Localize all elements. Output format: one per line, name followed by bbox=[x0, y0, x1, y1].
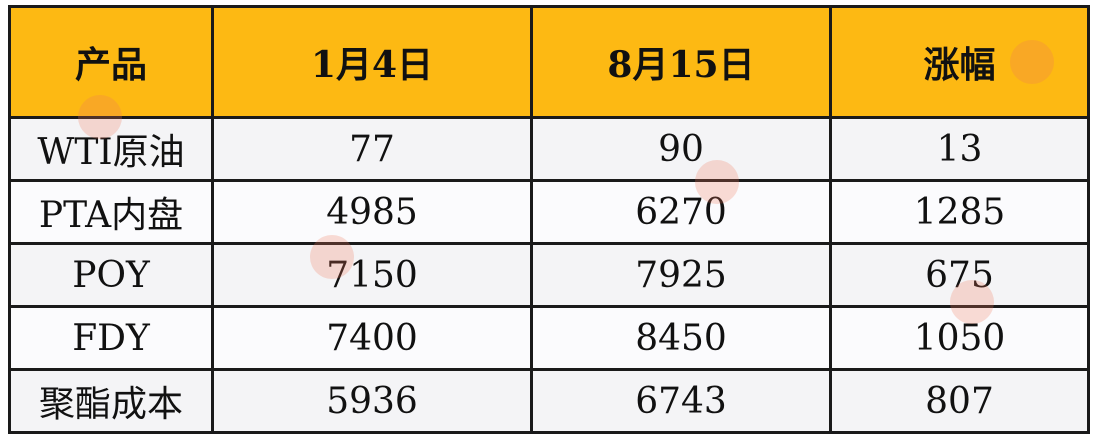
cell-aug15: 6270 bbox=[530, 179, 832, 245]
table-row: 聚酯成本 5936 6743 807 bbox=[8, 368, 1090, 434]
cell-product: FDY bbox=[8, 305, 214, 371]
table-row: PTA内盘 4985 6270 1285 bbox=[8, 179, 1090, 245]
cell-product: POY bbox=[8, 242, 214, 308]
cell-jan4: 77 bbox=[211, 116, 533, 182]
cell-change: 675 bbox=[829, 242, 1090, 308]
cell-change: 1050 bbox=[829, 305, 1090, 371]
table-row: WTI原油 77 90 13 bbox=[8, 116, 1090, 182]
cell-jan4: 5936 bbox=[211, 368, 533, 434]
cell-jan4: 7400 bbox=[211, 305, 533, 371]
header-aug15: 8月15日 bbox=[530, 5, 832, 119]
cell-aug15: 7925 bbox=[530, 242, 832, 308]
price-table: 产品 1月4日 8月15日 涨幅 WTI原油 77 90 13 PTA内盘 49… bbox=[8, 5, 1090, 434]
cell-aug15: 8450 bbox=[530, 305, 832, 371]
header-change: 涨幅 bbox=[829, 5, 1090, 119]
cell-aug15: 6743 bbox=[530, 368, 832, 434]
header-row: 产品 1月4日 8月15日 涨幅 bbox=[8, 5, 1090, 119]
cell-jan4: 4985 bbox=[211, 179, 533, 245]
cell-change: 1285 bbox=[829, 179, 1090, 245]
cell-product: WTI原油 bbox=[8, 116, 214, 182]
header-product: 产品 bbox=[8, 5, 214, 119]
cell-product: 聚酯成本 bbox=[8, 368, 214, 434]
table-row: POY 7150 7925 675 bbox=[8, 242, 1090, 308]
cell-jan4: 7150 bbox=[211, 242, 533, 308]
cell-product: PTA内盘 bbox=[8, 179, 214, 245]
cell-change: 13 bbox=[829, 116, 1090, 182]
header-jan4: 1月4日 bbox=[211, 5, 533, 119]
table-row: FDY 7400 8450 1050 bbox=[8, 305, 1090, 371]
cell-aug15: 90 bbox=[530, 116, 832, 182]
cell-change: 807 bbox=[829, 368, 1090, 434]
